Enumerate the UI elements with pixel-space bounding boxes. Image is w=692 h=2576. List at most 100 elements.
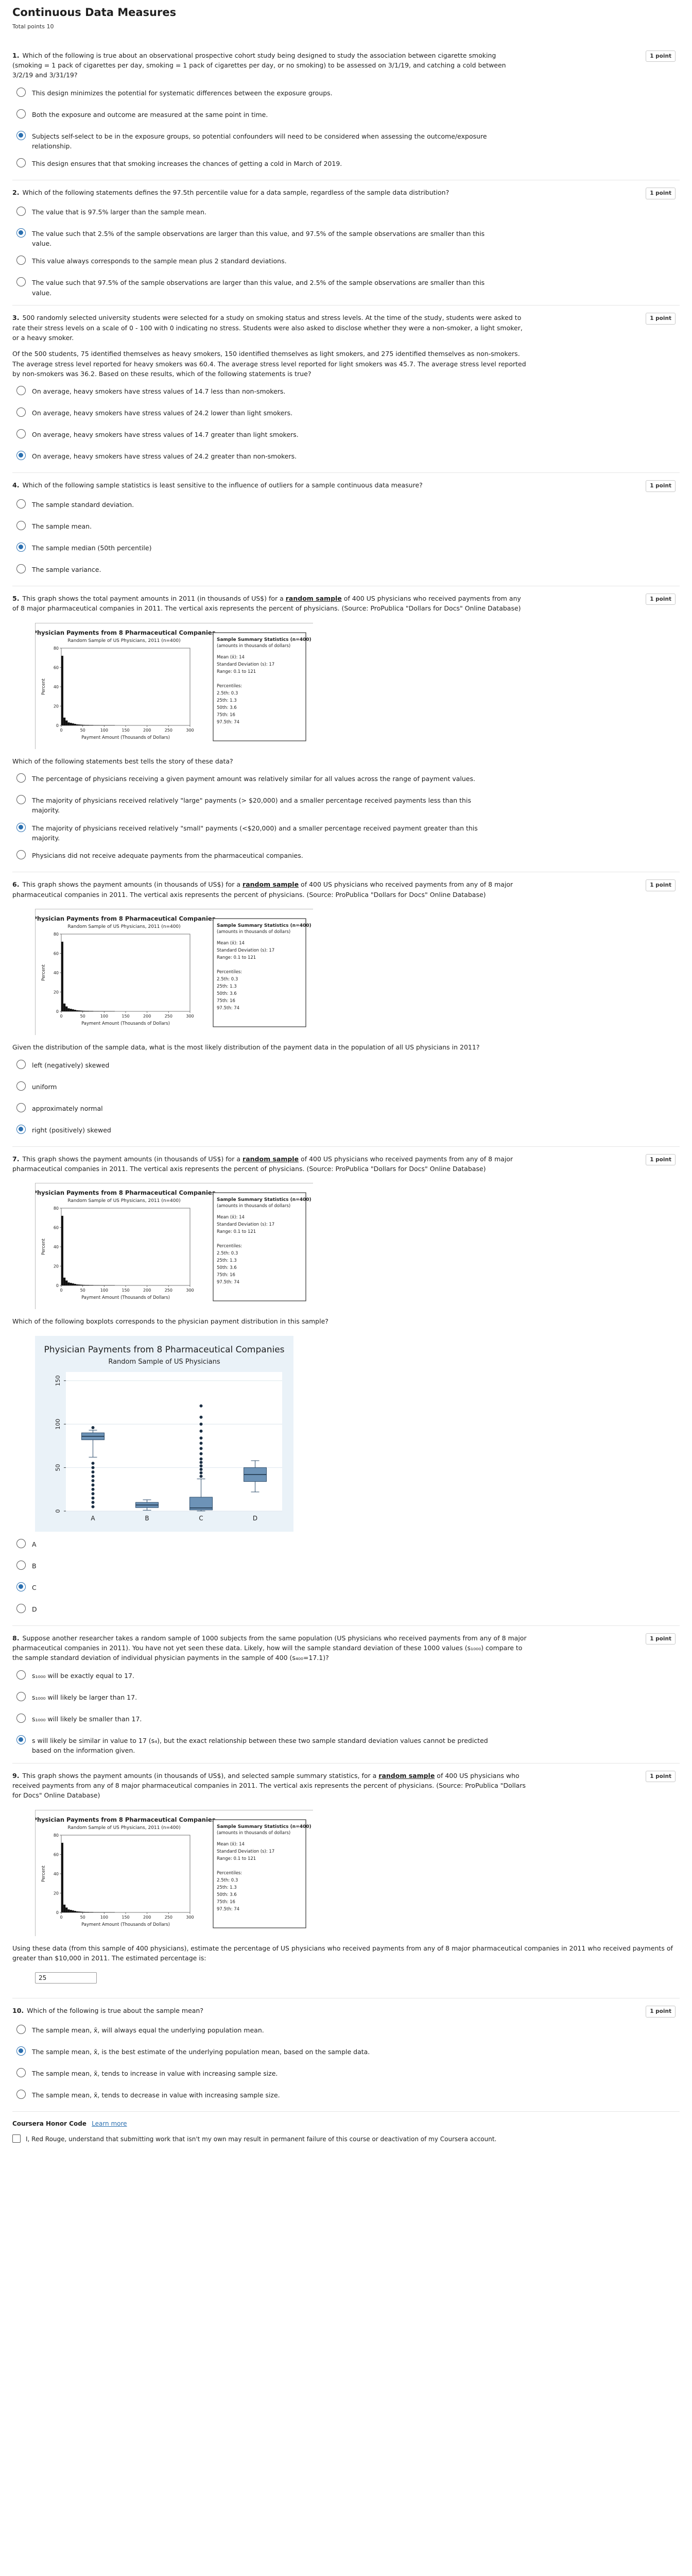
radio-button[interactable] [16, 2089, 26, 2099]
radio-button[interactable] [16, 1670, 26, 1680]
answer-option[interactable]: The sample variance. [12, 564, 680, 579]
radio-selected[interactable] [16, 451, 26, 461]
answer-option[interactable]: The value such that 2.5% of the sample o… [12, 228, 680, 249]
answer-option[interactable]: The sample median (50th percentile) [12, 542, 680, 557]
answer-option[interactable]: On average, heavy smokers have stress va… [12, 451, 680, 465]
radio-button[interactable] [16, 564, 26, 573]
answer-option[interactable]: s will likely be similar in value to 17 … [12, 1735, 680, 1756]
answer-option[interactable]: B [12, 1560, 680, 1575]
question-number: 6. [12, 880, 20, 889]
radio-button[interactable] [16, 520, 26, 530]
radio-button[interactable] [16, 87, 26, 97]
answer-option[interactable]: On average, heavy smokers have stress va… [12, 408, 680, 422]
radio-button[interactable] [16, 429, 26, 439]
answer-option[interactable]: This design minimizes the potential for … [12, 87, 680, 102]
radio-selected[interactable] [16, 228, 26, 238]
answer-option[interactable]: The value such that 97.5% of the sample … [12, 277, 680, 298]
option-label: C [32, 1583, 37, 1591]
radio-button[interactable] [16, 158, 26, 168]
radio-button[interactable] [16, 2024, 26, 2034]
radio-button[interactable] [16, 850, 26, 860]
question-text: 4. Which of the following sample statisti… [12, 480, 527, 490]
answer-option[interactable]: The sample mean, x̄, is the best estimat… [12, 2046, 680, 2061]
answer-option[interactable]: s₁₀₀₀ will likely be larger than 17. [12, 1691, 680, 1706]
option-label: The majority of physicians received rela… [32, 824, 478, 842]
honor-code-checkbox[interactable] [12, 2134, 21, 2143]
answer-option[interactable]: The sample mean, x̄, tends to decrease i… [12, 2089, 680, 2104]
answer-option[interactable]: On average, heavy smokers have stress va… [12, 386, 680, 400]
radio-button[interactable] [16, 1103, 26, 1112]
answer-option[interactable]: The percentage of physicians receiving a… [12, 773, 680, 788]
histogram-bar [61, 655, 64, 725]
radio-selected[interactable] [16, 1582, 26, 1591]
radio-selected[interactable] [16, 822, 26, 832]
y-tick-label: 60 [54, 1226, 59, 1230]
answer-option[interactable]: s₁₀₀₀ will be exactly equal to 17. [12, 1670, 680, 1685]
answer-option[interactable]: left (negatively) skewed [12, 1059, 680, 1074]
summary-stats-box [213, 1192, 306, 1301]
radio-button[interactable] [16, 1538, 26, 1548]
radio-button[interactable] [16, 1560, 26, 1570]
radio-selected[interactable] [16, 1124, 26, 1134]
radio-button[interactable] [16, 408, 26, 417]
answer-option[interactable]: Both the exposure and outcome are measur… [12, 109, 680, 124]
answer-option[interactable]: approximately normal [12, 1103, 680, 1117]
honor-code-agreement[interactable]: I, Red Rouge, understand that submitting… [12, 2134, 680, 2144]
radio-selected[interactable] [16, 1735, 26, 1744]
radio-button[interactable] [16, 1691, 26, 1701]
answer-input[interactable] [35, 1972, 97, 1984]
histogram-bar [76, 1284, 79, 1286]
x-tick-label: 0 [60, 1915, 62, 1920]
answer-option[interactable]: The value that is 97.5% larger than the … [12, 206, 680, 221]
radio-button[interactable] [16, 499, 26, 509]
radio-button[interactable] [16, 794, 26, 804]
summary-stats-box [213, 632, 306, 741]
answer-option[interactable]: C [12, 1582, 680, 1597]
radio-selected[interactable] [16, 130, 26, 140]
answer-option[interactable]: The majority of physicians received rela… [12, 794, 680, 816]
radio-selected[interactable] [16, 542, 26, 552]
answer-option[interactable]: Physicians did not receive adequate paym… [12, 850, 680, 865]
summary-stats-line: Mean (x̄): 14 [217, 941, 245, 946]
answer-option[interactable]: D [12, 1603, 680, 1618]
answer-options: left (negatively) skewed uniform approxima… [12, 1059, 680, 1139]
radio-button[interactable] [16, 109, 26, 118]
x-tick-label: 300 [186, 728, 194, 733]
learn-more-link[interactable]: Learn more [92, 2120, 127, 2127]
histogram-bar [74, 723, 77, 725]
radio-button[interactable] [16, 256, 26, 265]
answer-option[interactable]: The sample standard deviation. [12, 499, 680, 514]
radio-button[interactable] [16, 1059, 26, 1069]
radio-button[interactable] [16, 206, 26, 216]
question-body: of 400 US physicians who received paymen… [12, 1771, 526, 1800]
x-tick-label: 100 [100, 728, 108, 733]
answer-option[interactable]: The sample mean, x̄, tends to increase i… [12, 2067, 680, 2082]
answer-option[interactable]: A [12, 1538, 680, 1553]
answer-option[interactable]: Subjects self-select to be in the exposu… [12, 130, 680, 151]
summary-stats-line: Standard Deviation (s): 17 [217, 662, 274, 667]
x-tick-label: 200 [143, 1014, 151, 1019]
radio-button[interactable] [16, 1713, 26, 1723]
outlier-point [91, 1470, 95, 1473]
radio-button[interactable] [16, 2067, 26, 2077]
answer-option[interactable]: s₁₀₀₀ will likely be smaller than 17. [12, 1713, 680, 1728]
questions-list: 1. Which of the following is true about a… [12, 43, 680, 2104]
radio-button[interactable] [16, 1603, 26, 1613]
answer-option[interactable]: The majority of physicians received rela… [12, 822, 680, 843]
summary-stats-subtitle: (amounts in thousands of dollars) [217, 643, 290, 649]
answer-option[interactable]: The sample mean, x̄, will always equal t… [12, 2024, 680, 2039]
radio-button[interactable] [16, 773, 26, 783]
answer-option[interactable]: This value always corresponds to the sam… [12, 256, 680, 270]
radio-button[interactable] [16, 386, 26, 396]
radio-button[interactable] [16, 1081, 26, 1091]
x-tick-label: 250 [165, 728, 172, 733]
answer-option[interactable]: right (positively) skewed [12, 1124, 680, 1139]
answer-option[interactable]: On average, heavy smokers have stress va… [12, 429, 680, 444]
answer-option[interactable]: This design ensures that that smoking in… [12, 158, 680, 173]
question-stem: Which of the following boxplots correspo… [12, 1317, 328, 1326]
answer-option[interactable]: The sample mean. [12, 520, 680, 535]
x-tick-label: 150 [122, 1915, 129, 1920]
radio-button[interactable] [16, 277, 26, 287]
radio-selected[interactable] [16, 2046, 26, 2056]
answer-option[interactable]: uniform [12, 1081, 680, 1096]
